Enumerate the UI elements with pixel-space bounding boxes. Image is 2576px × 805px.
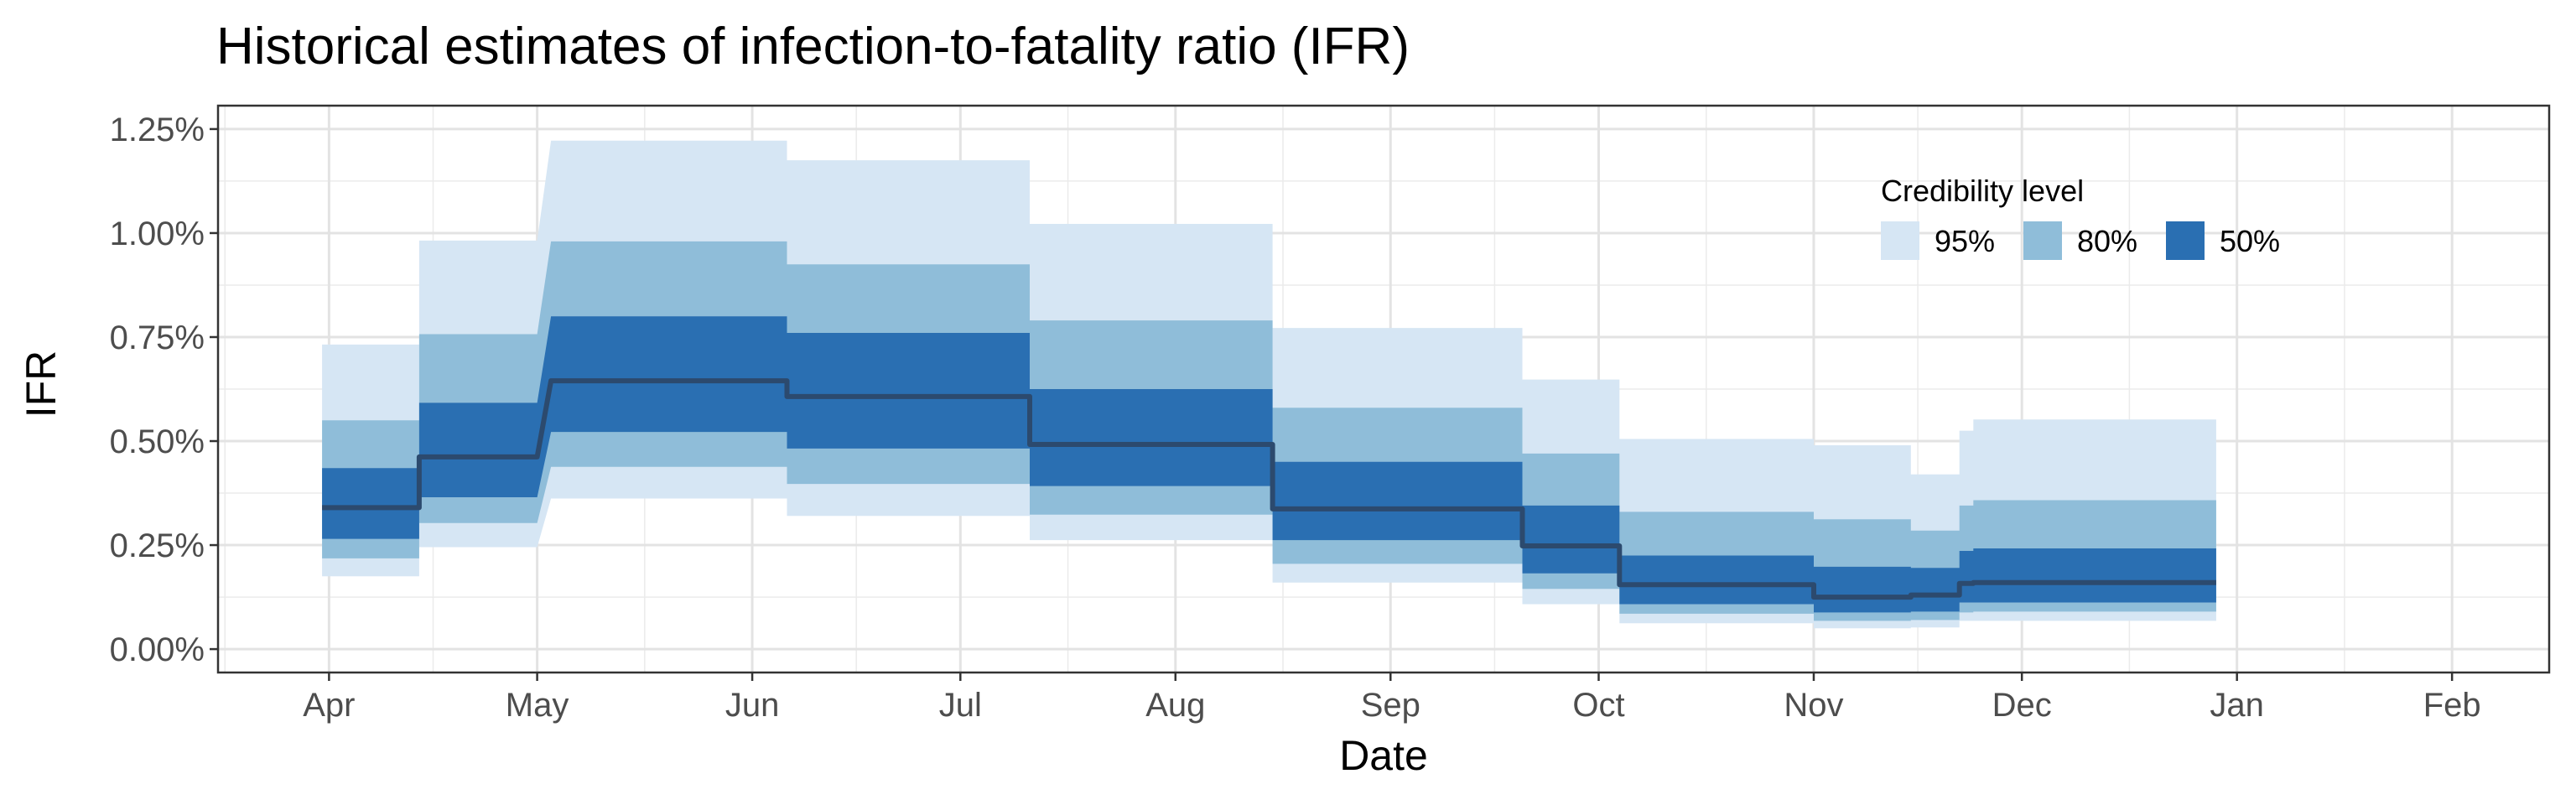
median-polyline xyxy=(322,378,2216,600)
legend-label: 95% xyxy=(1935,224,1995,258)
y-tick-label: 0.00% xyxy=(110,631,205,668)
legend-key-80 xyxy=(2023,221,2062,260)
x-tick-label: Nov xyxy=(1784,687,1843,724)
y-tick-label: 1.00% xyxy=(110,216,205,252)
chart-title: Historical estimates of infection-to-fat… xyxy=(216,18,1410,75)
x-tick-label: May xyxy=(506,687,569,724)
median-line xyxy=(322,378,2216,600)
x-tick-label: Jan xyxy=(2210,687,2264,724)
legend-label: 80% xyxy=(2077,224,2137,258)
legend: Credibility level 95% 80% 50% xyxy=(1881,174,2280,260)
band-50 xyxy=(322,316,2216,613)
plot-border xyxy=(216,104,2551,674)
x-tick-label: Apr xyxy=(303,687,355,724)
x-tick-label: Jun xyxy=(725,687,780,724)
legend-label: 50% xyxy=(2220,224,2280,258)
y-tick-label: 0.75% xyxy=(110,319,205,356)
x-tick-label: Jul xyxy=(939,687,982,724)
x-tick-label: Oct xyxy=(1572,687,1624,724)
x-tick-label: Aug xyxy=(1145,687,1205,724)
y-tick-label: 0.25% xyxy=(110,527,205,564)
x-tick-label: Sep xyxy=(1361,687,1420,724)
x-axis: Apr May Jun Jul Aug Sep Oct Nov Dec Jan Feb xyxy=(303,673,2481,724)
x-tick-label: Feb xyxy=(2423,687,2481,724)
x-axis-label: Date xyxy=(1339,732,1428,779)
legend-key-95 xyxy=(1881,221,1919,260)
y-axis: 0.00% 0.25% 0.50% 0.75% 1.00% 1.25% xyxy=(110,112,218,668)
x-tick-label: Dec xyxy=(1992,687,2052,724)
y-tick-label: 1.25% xyxy=(110,112,205,148)
y-axis-label: IFR xyxy=(18,351,65,418)
y-tick-label: 0.50% xyxy=(110,423,205,460)
legend-title: Credibility level xyxy=(1881,174,2084,208)
legend-key-50 xyxy=(2166,221,2205,260)
credible-bands xyxy=(322,140,2216,629)
